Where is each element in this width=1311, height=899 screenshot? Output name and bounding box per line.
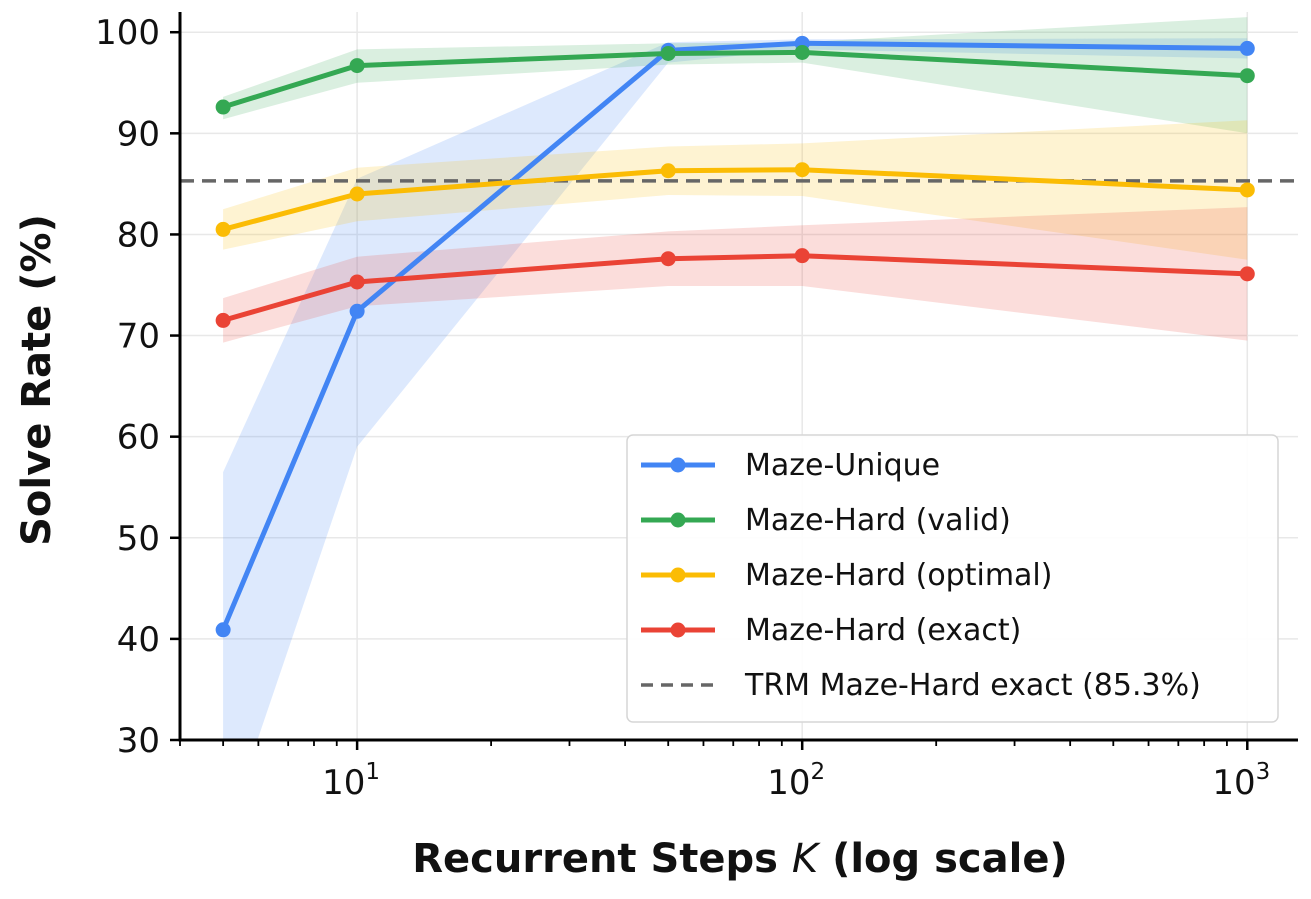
x-tick-label: 103 — [1212, 759, 1270, 803]
band-maze-unique — [223, 38, 1248, 740]
band-maze-hard-valid- — [223, 17, 1248, 134]
data-point-maze-unique — [349, 303, 365, 319]
x-tick-label: 102 — [767, 759, 825, 803]
data-point-maze-hard-valid — [349, 58, 365, 74]
data-point-maze-hard-optimal — [660, 163, 676, 179]
legend-marker-maze-hard-valid — [670, 512, 686, 528]
band-maze-hard-optimal- — [223, 120, 1248, 260]
x-tick-label: 101 — [322, 759, 380, 803]
data-point-maze-hard-optimal — [1239, 182, 1255, 198]
legend-marker-maze-unique — [670, 457, 686, 473]
x-tick-base: 10 — [767, 763, 810, 803]
x-axis-title: Recurrent Steps K (log scale) — [412, 836, 1067, 882]
data-point-maze-hard-valid — [1239, 68, 1255, 84]
y-tick-label: 70 — [117, 317, 160, 357]
x-axis-title-part-1: Recurrent Steps — [412, 836, 792, 882]
data-point-maze-hard-optimal — [349, 186, 365, 202]
data-point-maze-hard-exact — [1239, 266, 1255, 282]
y-tick-label: 50 — [117, 519, 160, 559]
x-axis-title-part-3: (log scale) — [818, 836, 1068, 882]
legend-marker-maze-hard-optimal — [670, 567, 686, 583]
y-tick-label: 100 — [95, 13, 160, 53]
data-point-maze-hard-exact — [349, 274, 365, 290]
legend-label-trm-maze-hard-exact-85-3: TRM Maze-Hard exact (85.3%) — [744, 668, 1201, 703]
legend-label-maze-hard-valid: Maze-Hard (valid) — [745, 503, 1011, 538]
x-tick-exponent: 1 — [365, 759, 380, 785]
x-tick-base: 10 — [1212, 763, 1255, 803]
data-point-maze-hard-valid — [215, 99, 231, 115]
data-point-maze-unique — [215, 622, 231, 638]
data-point-maze-hard-optimal — [215, 221, 231, 237]
y-tick-label: 30 — [117, 721, 160, 761]
data-point-maze-unique — [1239, 40, 1255, 56]
data-point-maze-hard-exact — [660, 251, 676, 267]
y-tick-label: 60 — [117, 418, 160, 458]
data-point-maze-hard-valid — [794, 44, 810, 60]
data-point-maze-hard-exact — [794, 248, 810, 264]
legend-label-maze-hard-optimal: Maze-Hard (optimal) — [745, 558, 1052, 593]
legend-label-maze-unique: Maze-Unique — [745, 448, 940, 483]
x-axis-title-variable: K — [792, 836, 821, 882]
x-tick-exponent: 3 — [1256, 759, 1271, 785]
y-tick-label: 80 — [117, 215, 160, 255]
data-point-maze-hard-valid — [660, 45, 676, 61]
y-tick-label: 90 — [117, 114, 160, 154]
legend-box — [626, 434, 1279, 723]
x-tick-base: 10 — [322, 763, 365, 803]
y-tick-label: 40 — [117, 620, 160, 660]
x-tick-exponent: 2 — [811, 759, 826, 785]
legend-label-maze-hard-exact: Maze-Hard (exact) — [745, 613, 1021, 648]
y-axis-title: Solve Rate (%) — [14, 214, 60, 546]
data-point-maze-hard-exact — [215, 312, 231, 328]
series-lines — [215, 35, 1255, 638]
band-maze-hard-exact- — [223, 207, 1248, 343]
legend: Maze-Unique Maze-Hard (valid) Maze-Hard (o… — [626, 434, 1279, 723]
legend-marker-maze-hard-exact — [670, 622, 686, 638]
data-point-maze-hard-optimal — [794, 162, 810, 178]
